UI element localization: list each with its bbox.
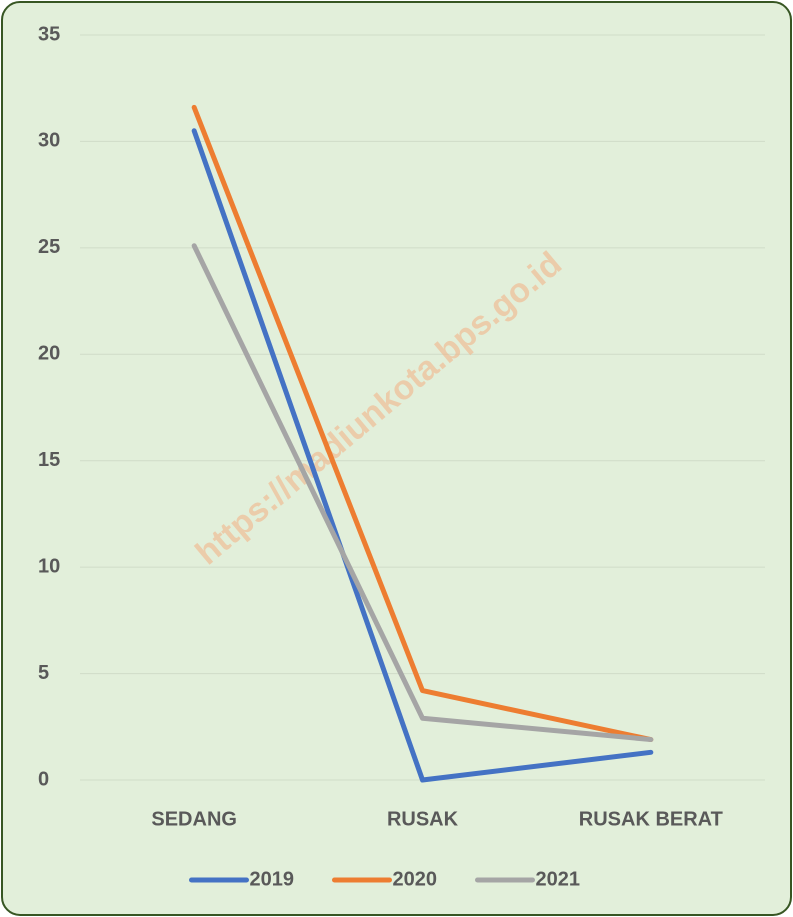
y-tick-label: 30: [38, 130, 60, 152]
x-tick-label: RUSAK BERAT: [579, 808, 723, 830]
legend-label: 2021: [536, 868, 581, 890]
x-tick-label: RUSAK: [387, 808, 459, 830]
y-tick-label: 35: [38, 23, 60, 45]
series-line: [191, 104, 654, 743]
y-tick-label: 5: [38, 662, 49, 684]
y-tick-label: 20: [38, 343, 60, 365]
y-tick-label: 0: [38, 768, 49, 790]
y-tick-label: 10: [38, 555, 60, 577]
legend-label: 2020: [393, 868, 438, 890]
series-line: [191, 128, 654, 783]
series-line: [191, 243, 654, 743]
legend-label: 2019: [250, 868, 295, 890]
y-tick-label: 25: [38, 236, 60, 258]
x-tick-label: SEDANG: [151, 808, 237, 830]
y-tick-label: 15: [38, 449, 60, 471]
